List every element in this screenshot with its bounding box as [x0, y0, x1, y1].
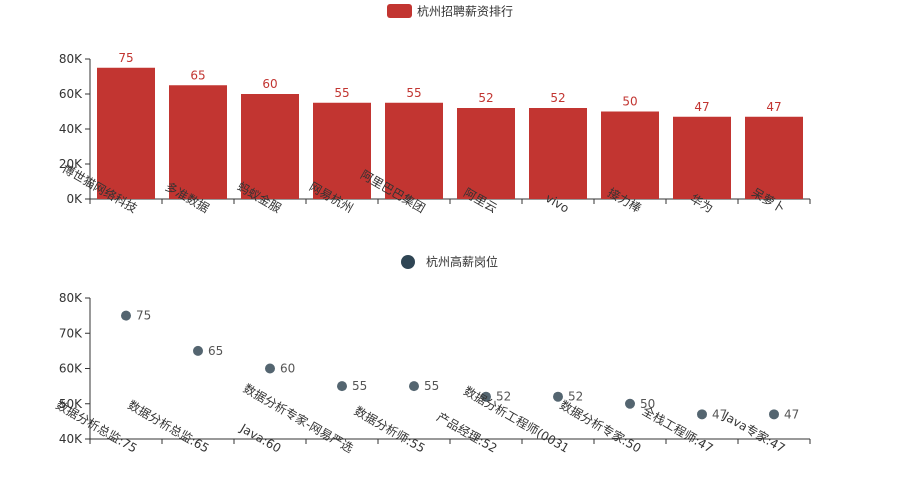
scatter-point[interactable]	[625, 398, 635, 409]
bar[interactable]	[673, 116, 731, 199]
bar-value-label: 55	[406, 86, 421, 100]
bar-value-label: 55	[334, 86, 349, 100]
bar-value-label: 52	[550, 91, 565, 105]
scatter-value-label: 47	[712, 407, 727, 421]
scatter-y-tick-label: 80K	[59, 291, 83, 305]
bar-value-label: 75	[118, 51, 133, 65]
bar[interactable]	[745, 116, 803, 199]
scatter-point[interactable]	[121, 310, 131, 321]
scatter-y-tick-label: 50K	[59, 397, 83, 411]
scatter-x-tick-label: Java:60	[237, 421, 284, 456]
scatter-point[interactable]	[553, 391, 563, 402]
scatter-point[interactable]	[265, 363, 275, 374]
scatter-legend-label: 杭州高薪岗位	[426, 254, 498, 269]
bar-value-label: 50	[622, 95, 637, 109]
bar-y-tick-label: 0K	[66, 192, 83, 206]
scatter-x-tick-label: 产品经理:52	[434, 410, 499, 456]
bar-legend[interactable]: 杭州招聘薪资排行	[387, 4, 513, 19]
scatter-value-label: 55	[424, 379, 439, 393]
bar-y-tick-label: 80K	[59, 52, 83, 66]
scatter-y-tick-label: 40K	[59, 432, 83, 446]
bar-y-tick-label: 60K	[59, 87, 83, 101]
scatter-value-label: 75	[136, 309, 151, 323]
scatter-value-label: 60	[280, 362, 295, 376]
bar[interactable]	[241, 94, 299, 199]
scatter-point[interactable]	[697, 409, 707, 420]
bar[interactable]	[97, 67, 155, 199]
bar-value-label: 60	[262, 77, 277, 91]
scatter-legend-swatch	[401, 255, 415, 269]
bar[interactable]	[385, 102, 443, 199]
bar[interactable]	[313, 102, 371, 199]
bar-y-tick-label: 40K	[59, 122, 83, 136]
scatter-x-tick-label: 数据分析总监:65	[125, 397, 212, 456]
scatter-value-label: 47	[784, 407, 799, 421]
scatter-value-label: 52	[568, 390, 583, 404]
bar-y-tick-label: 20K	[59, 157, 83, 171]
scatter-y-tick-label: 70K	[59, 326, 83, 340]
scatter-point[interactable]	[481, 391, 491, 402]
bar-value-label: 47	[766, 100, 781, 114]
scatter-value-label: 52	[496, 390, 511, 404]
scatter-value-label: 50	[640, 397, 655, 411]
scatter-value-label: 65	[208, 344, 223, 358]
bar-legend-label: 杭州招聘薪资排行	[417, 4, 513, 19]
scatter-x-tick-label: 数据分析师:55	[352, 403, 428, 456]
scatter-point[interactable]	[193, 345, 203, 356]
bar[interactable]	[601, 111, 659, 200]
scatter-point[interactable]	[337, 381, 347, 392]
bar-value-label: 47	[694, 100, 709, 114]
bar-legend-swatch	[387, 4, 412, 18]
bar[interactable]	[457, 108, 515, 199]
scatter-value-label: 55	[352, 379, 367, 393]
bar[interactable]	[169, 85, 227, 199]
bar-value-label: 65	[190, 68, 205, 82]
scatter-y-tick-label: 60K	[59, 362, 83, 376]
scatter-chart: 40K50K60K70K80K75数据分析总监:7565数据分析总监:6560J…	[53, 291, 811, 456]
scatter-point[interactable]	[409, 381, 419, 392]
bar[interactable]	[529, 108, 587, 199]
scatter-point[interactable]	[769, 409, 779, 420]
bar-value-label: 52	[478, 91, 493, 105]
scatter-legend[interactable]: 杭州高薪岗位	[401, 254, 498, 269]
